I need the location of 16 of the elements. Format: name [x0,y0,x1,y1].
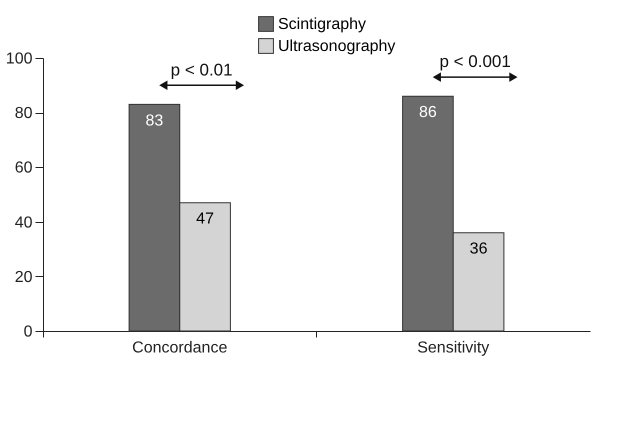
y-tick-label: 60 [14,160,33,177]
data-label: 36 [470,240,488,258]
y-tick-label: 100 [6,50,33,68]
y-tick-label: 80 [14,105,33,122]
data-label: 83 [146,112,164,130]
legend-label: Ultrasonography [278,38,396,55]
annotation: p < 0.01 [170,60,233,80]
data-label: 47 [196,210,214,228]
data-label: 86 [419,104,437,122]
annotation: p < 0.001 [439,52,511,72]
y-tick-label: 0 [24,324,33,340]
x-tick-label: Concordance [132,340,228,356]
x-tick-label: Sensitivity [417,340,490,356]
y-tick-label: 20 [14,268,33,286]
y-tick-label: 40 [14,214,33,232]
legend-label: Scintigraphy [278,16,366,33]
